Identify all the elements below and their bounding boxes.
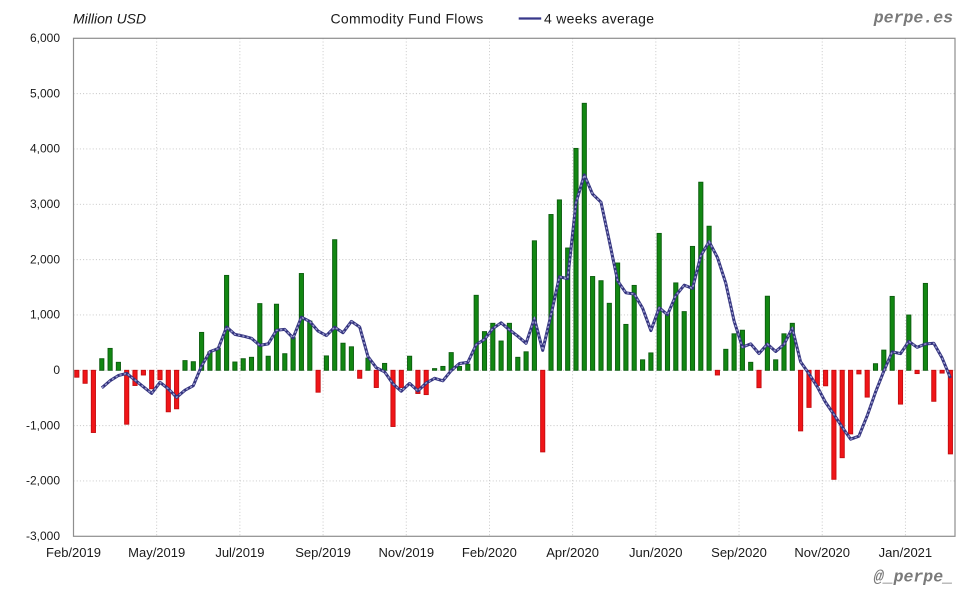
svg-text:Apr/2020: Apr/2020 — [546, 545, 599, 560]
svg-text:Feb/2019: Feb/2019 — [46, 545, 101, 560]
svg-text:2,000: 2,000 — [30, 252, 60, 266]
svg-text:-1,000: -1,000 — [26, 418, 60, 432]
svg-text:Sep/2020: Sep/2020 — [711, 545, 767, 560]
svg-text:May/2019: May/2019 — [128, 545, 185, 560]
svg-text:Million USD: Million USD — [73, 11, 146, 27]
svg-text:Commodity Fund Flows: Commodity Fund Flows — [330, 11, 483, 27]
svg-text:1,000: 1,000 — [30, 308, 60, 322]
svg-text:-3,000: -3,000 — [26, 529, 60, 543]
svg-text:6,000: 6,000 — [30, 31, 60, 45]
svg-text:Jan/2021: Jan/2021 — [879, 545, 933, 560]
svg-text:perpe.es: perpe.es — [873, 9, 953, 28]
svg-text:4 weeks average: 4 weeks average — [544, 11, 654, 27]
svg-text:Jul/2019: Jul/2019 — [215, 545, 264, 560]
svg-text:Feb/2020: Feb/2020 — [462, 545, 517, 560]
svg-text:3,000: 3,000 — [30, 197, 60, 211]
svg-text:Jun/2020: Jun/2020 — [629, 545, 683, 560]
svg-text:@_perpe_: @_perpe_ — [874, 568, 953, 587]
svg-text:-2,000: -2,000 — [26, 474, 60, 488]
svg-text:Nov/2019: Nov/2019 — [378, 545, 434, 560]
svg-text:0: 0 — [53, 363, 60, 377]
svg-text:4,000: 4,000 — [30, 142, 60, 156]
svg-text:5,000: 5,000 — [30, 86, 60, 100]
svg-text:Nov/2020: Nov/2020 — [794, 545, 850, 560]
svg-text:Sep/2019: Sep/2019 — [295, 545, 351, 560]
